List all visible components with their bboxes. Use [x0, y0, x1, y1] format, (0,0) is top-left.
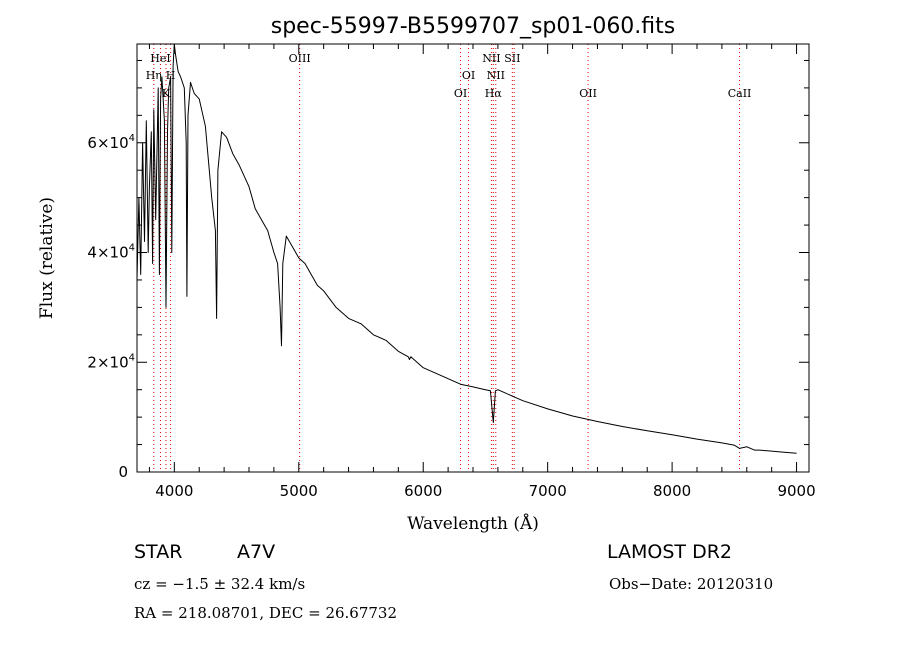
subclass: A7V	[237, 541, 276, 563]
line-annotations: HeI Hη HK OIII OI OI NII NII Hα SII OII CaII	[146, 52, 752, 100]
annotation-label: OI	[454, 87, 467, 100]
x-tick-label: 7000	[529, 482, 567, 500]
annotation-label: OI	[462, 69, 475, 82]
annotation-label: NII	[487, 69, 505, 82]
object-type: STAR	[134, 541, 183, 563]
series-layer	[136, 43, 797, 454]
y-tick-label: 0	[118, 463, 128, 481]
x-tick-label: 6000	[404, 482, 442, 500]
x-axis-label: Wavelength (Å)	[407, 513, 539, 534]
annotation-label: Hα	[485, 87, 503, 100]
x-tick-label: 4000	[155, 482, 193, 500]
annotation-label: H	[166, 69, 176, 82]
emission-line-markers	[153, 44, 741, 472]
chart-title: spec-55997-B5599707_sp01-060.fits	[271, 14, 676, 39]
x-tick-label: 9000	[777, 482, 815, 500]
annotation-label: OIII	[289, 52, 311, 65]
y-tick-label: 2×104	[87, 352, 135, 371]
x-tick-label: 8000	[653, 482, 691, 500]
annotation-label: SII	[504, 52, 520, 65]
observation-date: Obs−Date: 20120310	[609, 575, 774, 593]
annotation-label: NII	[482, 52, 500, 65]
annotation-label: Hη	[146, 69, 162, 82]
coordinates: RA = 218.08701, DEC = 26.67732	[134, 604, 398, 622]
annotation-label: OII	[579, 87, 597, 100]
x-axis: 4000 5000 6000 7000 8000 9000	[148, 44, 816, 500]
annotation-label: CaII	[728, 87, 752, 100]
y-axis-label: Flux (relative)	[37, 197, 57, 319]
x-tick-label: 5000	[280, 482, 318, 500]
spectrum-line	[136, 43, 797, 454]
y-tick-label: 6×104	[87, 133, 135, 152]
survey-name: LAMOST DR2	[607, 541, 732, 563]
y-axis: 0 2×104 4×104 6×104	[87, 59, 809, 481]
annotation-label: HeI	[150, 52, 170, 65]
plot-frame	[136, 43, 810, 473]
redshift-info: cz = −1.5 ± 32.4 km/s	[134, 575, 306, 593]
annotation-label: K	[162, 87, 171, 100]
y-tick-label: 4×104	[87, 243, 135, 262]
